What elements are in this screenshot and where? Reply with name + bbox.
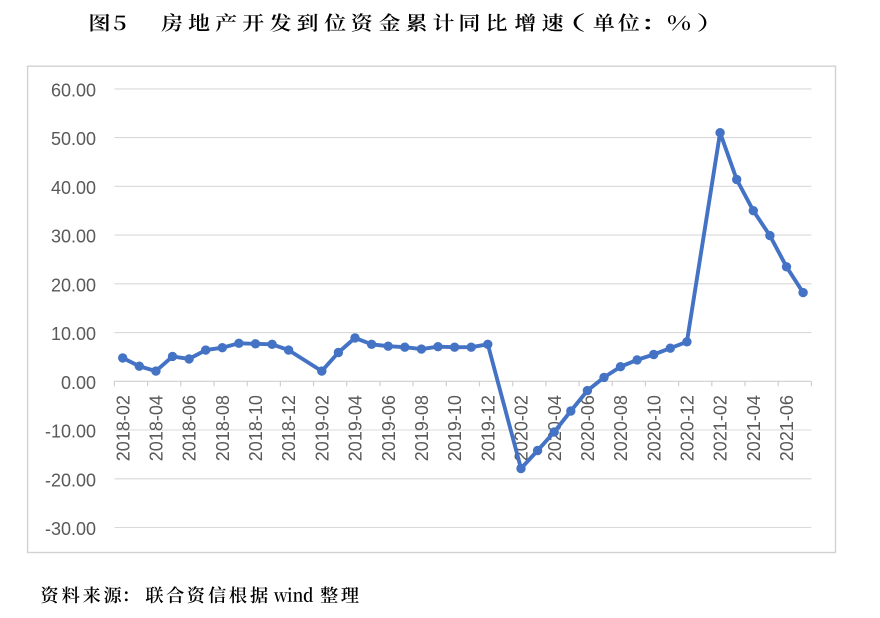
svg-text:40.00: 40.00 xyxy=(51,178,96,198)
svg-text:2018-12: 2018-12 xyxy=(279,395,299,461)
svg-text:2021-06: 2021-06 xyxy=(777,395,797,461)
svg-text:0.00: 0.00 xyxy=(61,373,96,393)
svg-text:2020-06: 2020-06 xyxy=(578,395,598,461)
svg-text:-20.00: -20.00 xyxy=(45,470,96,490)
svg-text:20.00: 20.00 xyxy=(51,275,96,295)
svg-text:2019-08: 2019-08 xyxy=(412,395,432,461)
svg-text:2019-02: 2019-02 xyxy=(312,395,332,461)
svg-text:30.00: 30.00 xyxy=(51,227,96,247)
svg-text:2018-02: 2018-02 xyxy=(113,395,133,461)
svg-text:2018-04: 2018-04 xyxy=(147,395,167,461)
svg-text:2020-08: 2020-08 xyxy=(611,395,631,461)
svg-text:-10.00: -10.00 xyxy=(45,422,96,442)
svg-text:2021-04: 2021-04 xyxy=(744,395,764,461)
svg-text:2018-06: 2018-06 xyxy=(180,395,200,461)
svg-text:50.00: 50.00 xyxy=(51,129,96,149)
svg-text:60.00: 60.00 xyxy=(51,80,96,100)
svg-text:2018-08: 2018-08 xyxy=(213,395,233,461)
svg-text:2018-10: 2018-10 xyxy=(246,395,266,461)
svg-text:-30.00: -30.00 xyxy=(45,519,96,539)
svg-text:2019-04: 2019-04 xyxy=(346,395,366,461)
svg-text:2019-12: 2019-12 xyxy=(478,395,498,461)
svg-text:10.00: 10.00 xyxy=(51,324,96,344)
svg-text:2019-06: 2019-06 xyxy=(379,395,399,461)
svg-text:2021-02: 2021-02 xyxy=(711,395,731,461)
svg-text:2020-12: 2020-12 xyxy=(678,395,698,461)
svg-text:2020-10: 2020-10 xyxy=(644,395,664,461)
svg-text:2019-10: 2019-10 xyxy=(445,395,465,461)
